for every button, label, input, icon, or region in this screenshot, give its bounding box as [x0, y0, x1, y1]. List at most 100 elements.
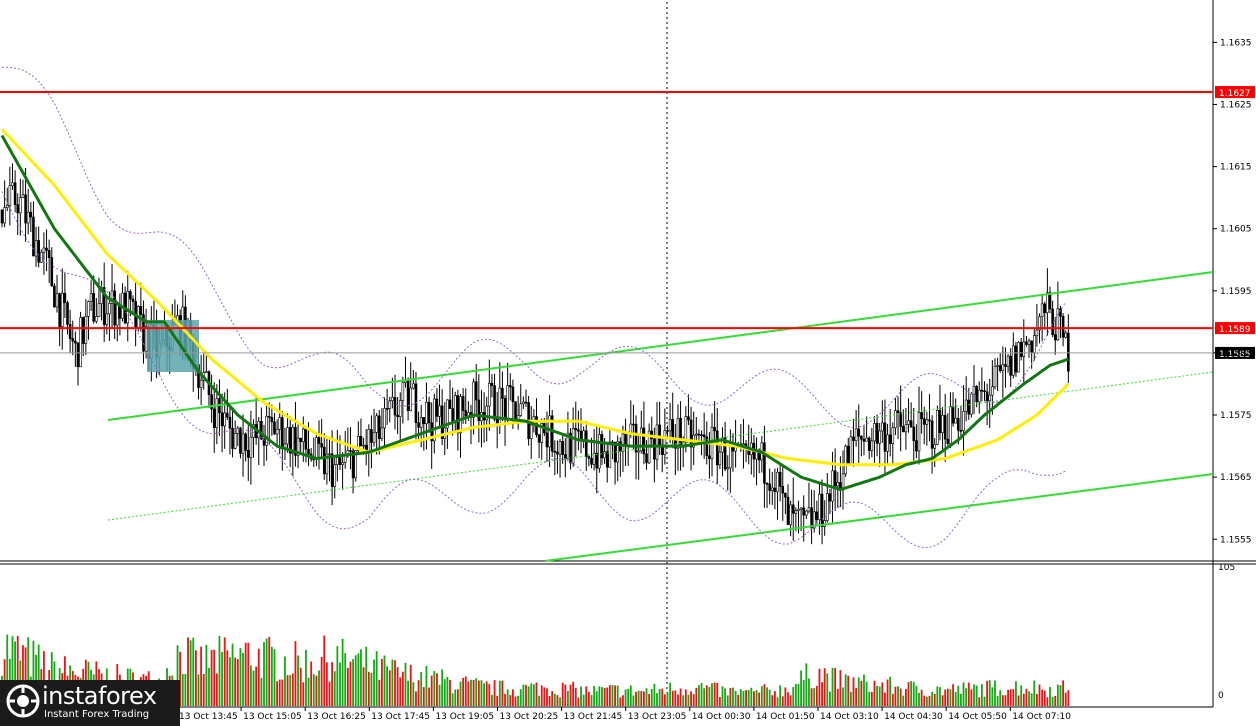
candle-body — [307, 448, 310, 455]
volume-bar — [674, 690, 677, 706]
volume-bar — [286, 675, 289, 706]
volume-bar — [983, 696, 986, 706]
volume-bar — [210, 650, 213, 706]
candle-body — [108, 302, 111, 315]
candle-body — [113, 290, 116, 326]
volume-bar — [637, 690, 640, 706]
candle-body — [385, 408, 389, 410]
candle-body — [975, 386, 978, 403]
candle-body — [453, 395, 457, 423]
volume-bar — [375, 651, 378, 706]
candle-body — [60, 292, 64, 328]
candle-body — [440, 405, 444, 439]
volume-bar — [179, 651, 182, 706]
volume-bar — [700, 682, 703, 706]
volume-bar — [661, 688, 664, 706]
candle-body — [0, 209, 4, 224]
candle-body — [1019, 342, 1023, 357]
price-tick-label: 1.1625 — [1220, 100, 1252, 110]
candle-body — [770, 487, 774, 491]
volume-bar — [734, 690, 737, 706]
volume-bar — [774, 691, 776, 706]
price-tick-label: 1.1575 — [1220, 411, 1252, 421]
candle-body — [891, 427, 895, 444]
candle-body — [875, 423, 879, 444]
volume-bar — [388, 670, 391, 706]
candle-body — [951, 406, 955, 424]
volume-bar — [1020, 685, 1023, 706]
candle-body — [799, 507, 803, 510]
volume-bar — [221, 651, 223, 706]
volume-bar — [27, 637, 30, 706]
volume-bar — [739, 689, 742, 706]
candle-body — [705, 436, 709, 457]
volume-bar — [407, 680, 409, 706]
candle-body — [236, 427, 240, 434]
volume-bar — [425, 665, 428, 706]
volume-bar — [284, 656, 286, 706]
volume-bar — [1012, 689, 1015, 706]
volume-tick-label: 105 — [1218, 563, 1235, 573]
candle-body — [53, 285, 56, 308]
volume-bar — [386, 666, 389, 706]
volume-bar — [878, 686, 881, 706]
volume-bar — [263, 642, 265, 706]
candle-body — [89, 293, 93, 302]
envelope-lower-band — [1, 191, 1066, 549]
volume-bar — [255, 666, 258, 706]
volume-bar — [941, 695, 944, 706]
volume-bar — [470, 679, 472, 706]
price-tick-label: 1.1615 — [1220, 163, 1252, 173]
volume-bar — [805, 663, 808, 706]
volume-bar — [823, 668, 826, 706]
candle-body — [422, 417, 426, 424]
candle-body — [372, 432, 376, 443]
volume-bar — [320, 656, 323, 706]
candle-body — [115, 304, 119, 326]
volume-bar — [608, 685, 611, 706]
volume-bar — [205, 644, 208, 706]
candle-body — [852, 436, 855, 441]
volume-bar — [449, 680, 451, 706]
candle-body — [818, 493, 821, 520]
candle-body — [490, 382, 494, 386]
volume-bar — [535, 682, 538, 706]
candle-body — [45, 247, 48, 251]
candle-body — [508, 385, 512, 388]
volume-bar — [546, 688, 548, 706]
volume-bar — [708, 686, 711, 706]
candle-body — [32, 216, 35, 257]
candle-body — [590, 457, 593, 465]
candle-body — [1006, 355, 1010, 367]
volume-bar — [331, 662, 334, 706]
volume-bar — [768, 689, 771, 706]
candle-body — [642, 427, 646, 455]
volume-bar — [289, 675, 292, 706]
volume-bar — [881, 682, 884, 706]
candle-body — [68, 324, 72, 339]
volume-bar — [802, 679, 805, 706]
candle-body — [888, 434, 892, 444]
volume-bar — [396, 667, 399, 706]
volume-bar — [394, 660, 396, 706]
candle-body — [901, 426, 905, 433]
candle-body — [1032, 335, 1036, 353]
volume-bar — [567, 690, 569, 706]
candle-body — [349, 450, 352, 452]
volume-bar — [645, 688, 648, 706]
candle-body — [684, 416, 688, 443]
candle-body — [19, 197, 22, 214]
candle-body — [991, 386, 994, 396]
volume-bar — [614, 685, 616, 706]
candle-body — [281, 417, 284, 449]
candle-body — [409, 387, 413, 412]
volume-bar — [202, 674, 205, 706]
candle-body — [587, 456, 591, 459]
time-tick-label: 14 Oct 04:30 — [884, 712, 943, 722]
volume-bar — [787, 692, 789, 706]
candle-body — [477, 399, 481, 422]
volume-bar — [905, 689, 907, 706]
volume-bar — [792, 687, 795, 706]
volume-bar — [894, 686, 897, 706]
candle-body — [1040, 303, 1044, 317]
